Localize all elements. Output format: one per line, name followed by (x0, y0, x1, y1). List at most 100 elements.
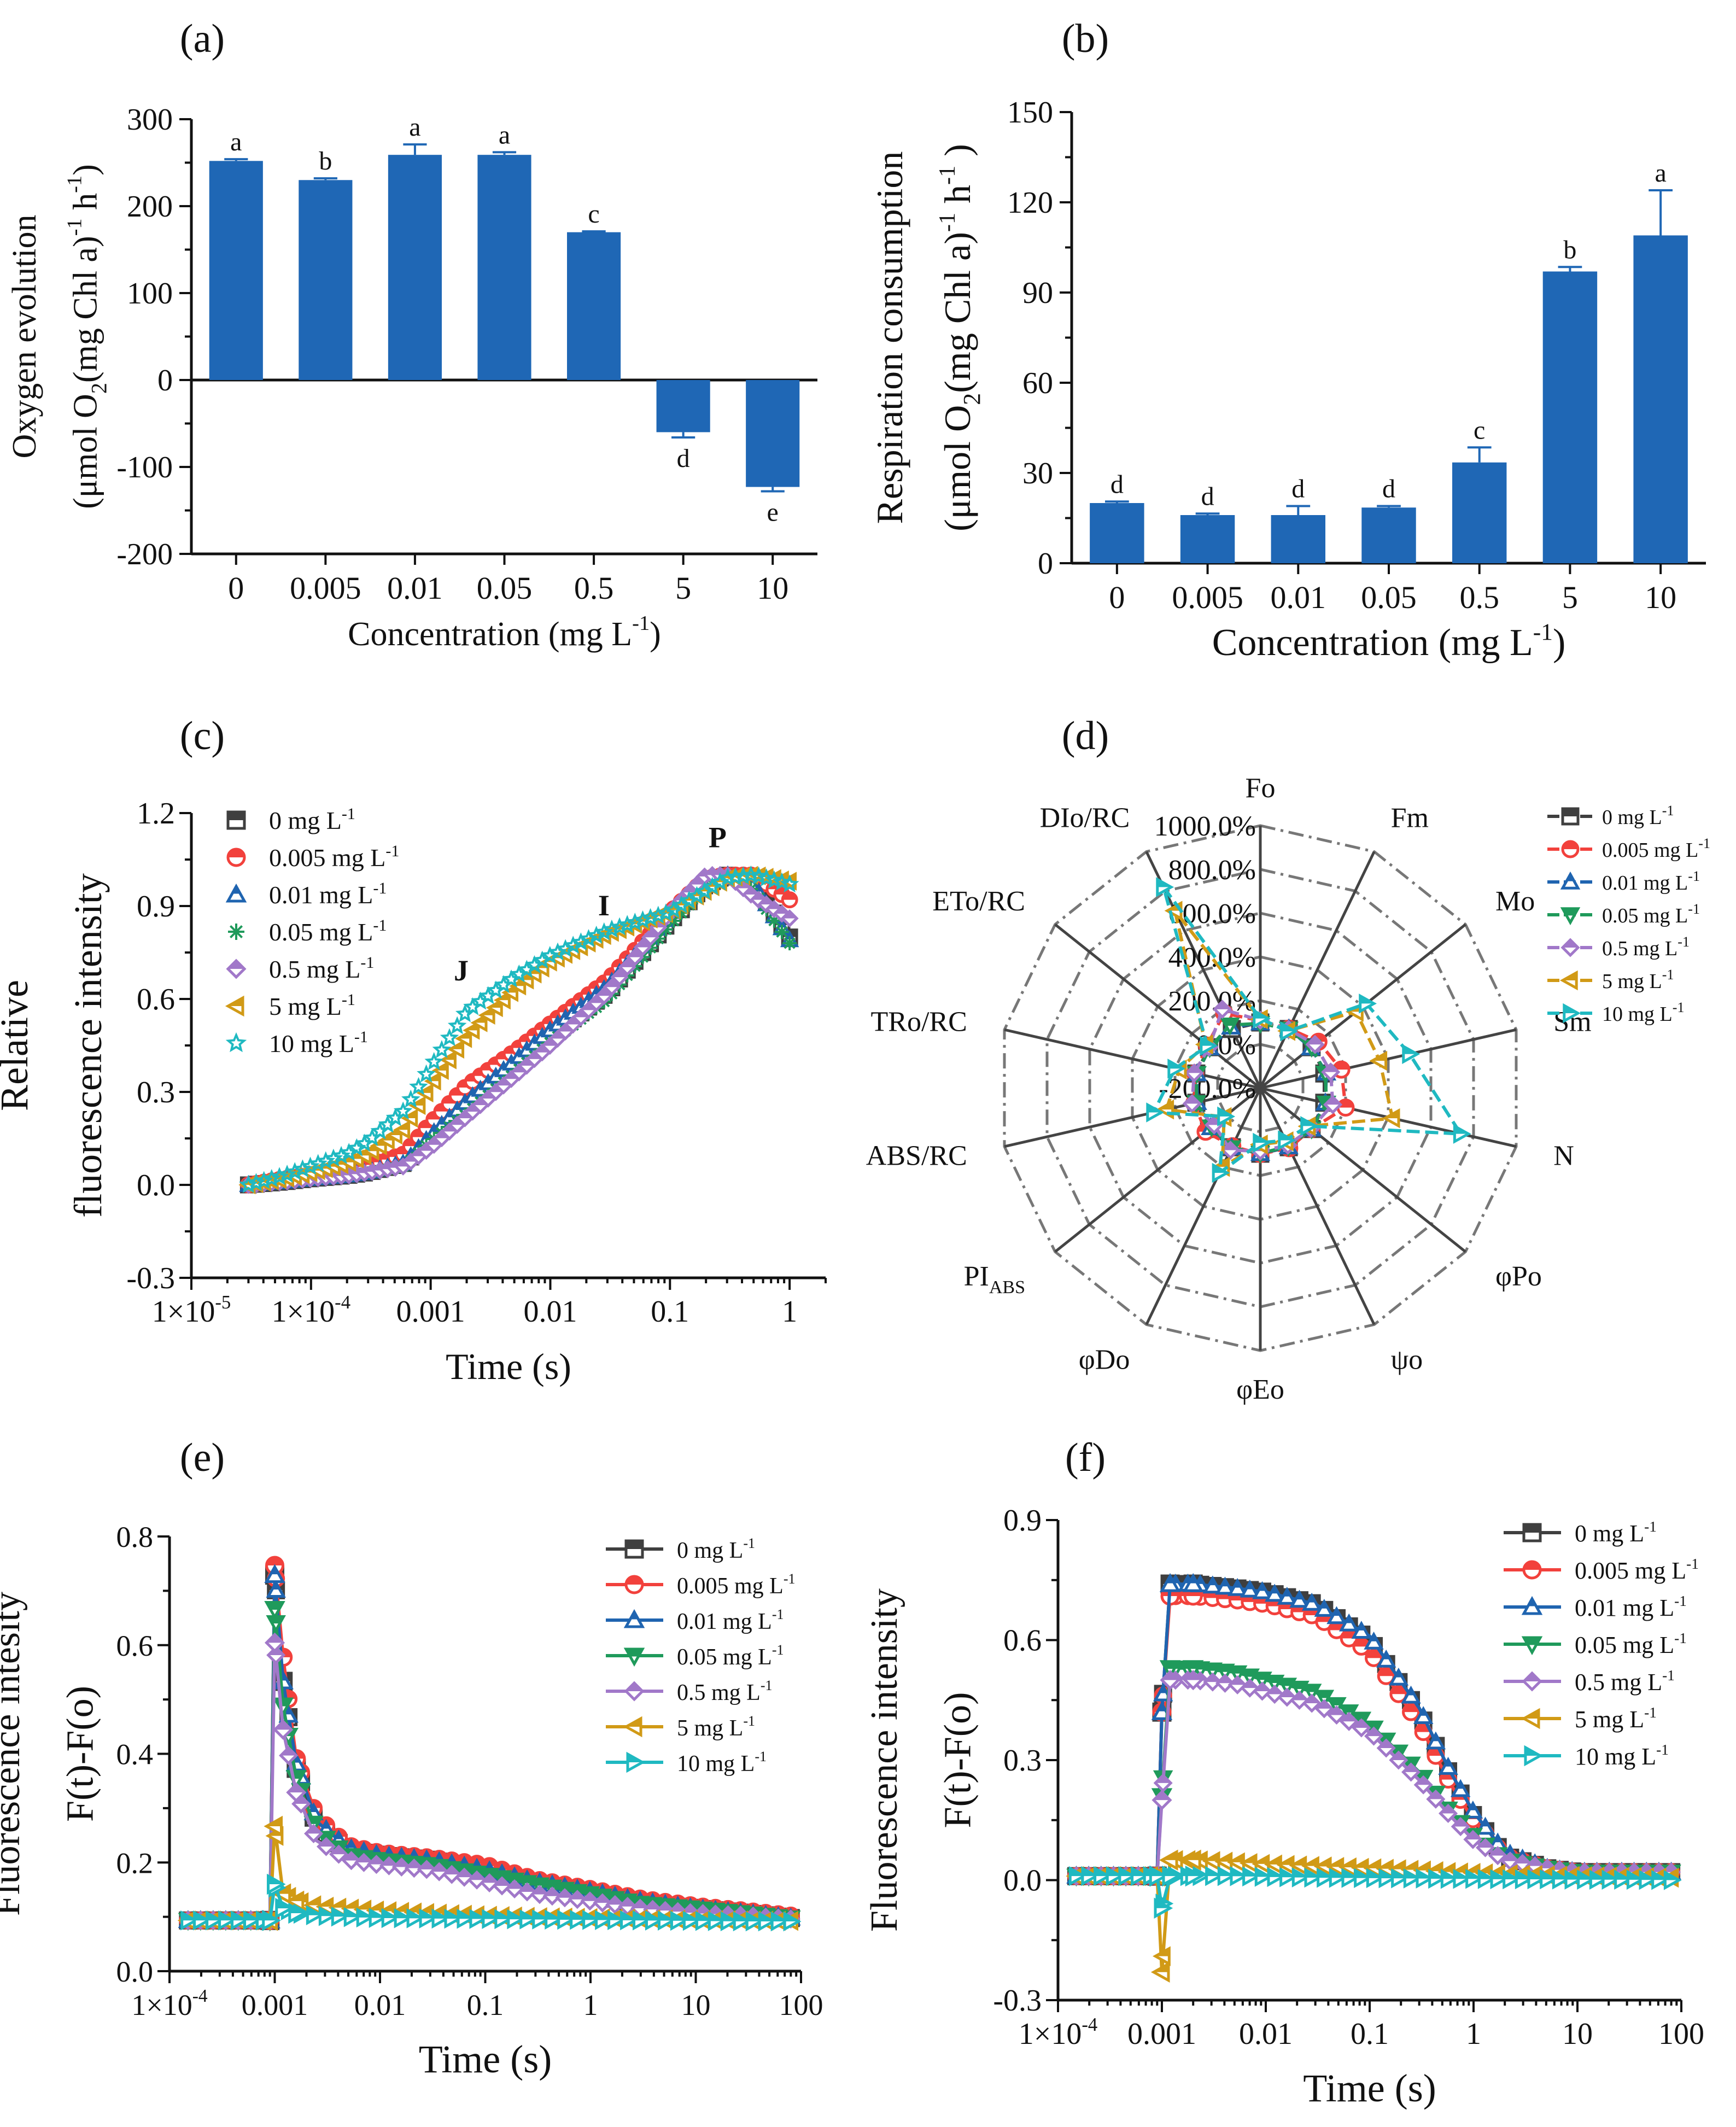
y-label-line1: Fluorescence intesity (0, 1592, 28, 1916)
data-point-fill (318, 1899, 332, 1907)
data-point-fill (331, 1900, 345, 1908)
bar (1090, 503, 1144, 563)
radar-spoke (1260, 1028, 1517, 1090)
radar-axis-main: φPo (1495, 1261, 1542, 1292)
data-point-fill (1527, 1858, 1543, 1866)
data-point-fill (597, 989, 611, 996)
data-point-fill (450, 1118, 465, 1125)
x-tick-label: 0.05 (477, 570, 533, 606)
data-point-fill (519, 1884, 535, 1892)
data-point-fill (360, 1844, 368, 1851)
data-point-fill (684, 1913, 698, 1921)
y-label-part: (μmol O (937, 405, 978, 531)
radar-axis-main: TRo/RC (871, 1007, 967, 1038)
data-point-fill (306, 1826, 322, 1834)
legend-sup: -1 (1644, 1518, 1657, 1535)
data-point (254, 1171, 273, 1189)
data-point-fill (1390, 1861, 1405, 1869)
legend-label: 5 mg L-1 (269, 991, 355, 1020)
data-point-fill (434, 1063, 448, 1071)
legend-marker-fill (1563, 908, 1578, 916)
legend-main: 0.005 mg L (1575, 1557, 1686, 1584)
legend-main: 10 mg L (1602, 1003, 1673, 1026)
y-label-line1: Oxygen evolution (6, 215, 43, 459)
data-point (417, 1064, 436, 1083)
data-point-fill (274, 1721, 291, 1730)
legend-sup: -1 (1662, 967, 1674, 983)
legend-main: 0.5 mg L (1575, 1669, 1662, 1696)
y-label-part: ) (67, 164, 104, 176)
x-tick-label: 5 (675, 570, 691, 606)
legend-marker-fill (228, 961, 244, 969)
x-label-main: Concentration (mg L (348, 616, 632, 653)
data-point-fill (306, 1897, 320, 1906)
legend-sup: -1 (1688, 901, 1700, 917)
x-tick-label: 0.01 (523, 1295, 577, 1329)
data-point-fill (1304, 1858, 1318, 1866)
data-point-fill (1370, 1634, 1378, 1641)
data-point-fill (734, 1913, 749, 1921)
x-tick-exp: -4 (192, 1986, 208, 2006)
data-point-fill (1390, 1752, 1406, 1760)
y-tick-label: -0.3 (126, 1261, 175, 1295)
data-point-fill (1479, 1871, 1493, 1879)
radar-point-fill (1307, 1037, 1323, 1045)
data-point-fill (1279, 1690, 1295, 1698)
data-point-fill (470, 1911, 485, 1919)
data-point-fill (1295, 1592, 1304, 1600)
radar-point-fill (1147, 1105, 1162, 1113)
legend-marker-fill (630, 1612, 639, 1620)
y-tick-label: 0.2 (116, 1846, 154, 1879)
panel-label: (c) (180, 714, 225, 758)
x-label-sup: -1 (632, 612, 650, 635)
significance-letter: e (767, 498, 779, 527)
legend-marker-fill (628, 1754, 642, 1762)
x-tick-label: 5 (1562, 580, 1578, 615)
data-point-fill (628, 950, 642, 957)
x-label-main: Concentration (mg L (1212, 622, 1533, 664)
x-tick-label: 0.1 (651, 1295, 689, 1329)
data-point-fill (1070, 1868, 1084, 1877)
radar-point-fill (1223, 1142, 1238, 1150)
data-point-fill (1254, 1683, 1270, 1691)
data-point-fill (1150, 1868, 1166, 1877)
y-tick-label: 30 (1022, 457, 1053, 490)
legend-label: 0.5 mg L-1 (1602, 934, 1690, 960)
data-point-fill (284, 1707, 293, 1715)
legend-label: 10 mg L-1 (677, 1749, 767, 1777)
data-point-fill (546, 1912, 560, 1920)
data-point-fill (1416, 1862, 1430, 1871)
legend-marker-fill (1524, 1673, 1540, 1681)
bar (299, 180, 353, 380)
bar (388, 155, 442, 380)
x-tick-label: 0.1 (467, 1989, 504, 2021)
legend-main: 0.5 mg L (269, 955, 360, 983)
legend-label: 5 mg L-1 (1575, 1704, 1657, 1733)
legend-sup: -1 (784, 1571, 796, 1587)
data-point (447, 1016, 467, 1035)
data-point-fill (1256, 1869, 1270, 1877)
radar-spoke (1259, 851, 1376, 1089)
data-point-fill (232, 1913, 246, 1921)
legend-marker-fill (626, 1576, 642, 1585)
data-point-fill (1293, 1869, 1307, 1878)
legend-marker-fill (1563, 940, 1578, 948)
significance-letter: c (588, 200, 599, 229)
phase-annotation: I (598, 889, 610, 922)
data-point-fill (244, 1913, 259, 1921)
legend-marker-fill (626, 1541, 642, 1549)
data-point-fill (1095, 1868, 1109, 1877)
data-point-fill (495, 1911, 510, 1919)
radar-spoke (1145, 1087, 1262, 1325)
data-point-fill (1392, 1871, 1406, 1879)
radar-axis-label: ETo/RC (932, 886, 1025, 917)
data-point-fill (1382, 1652, 1390, 1659)
data-point-fill (1329, 1707, 1345, 1715)
data-point-fill (1403, 1862, 1417, 1870)
radar-chart: -200.0%0.0%200.0%400.0%600.0%800.0%1000.… (866, 773, 1710, 1405)
legend-main: 0.01 mg L (1575, 1594, 1674, 1621)
data-point-fill (263, 1912, 278, 1921)
data-point-fill (1205, 1853, 1219, 1861)
y-label-line2: (μmol O2(mg Chl a)-1 h-1 ) (934, 144, 985, 531)
radar-ring-label: 600.0% (1168, 898, 1256, 930)
